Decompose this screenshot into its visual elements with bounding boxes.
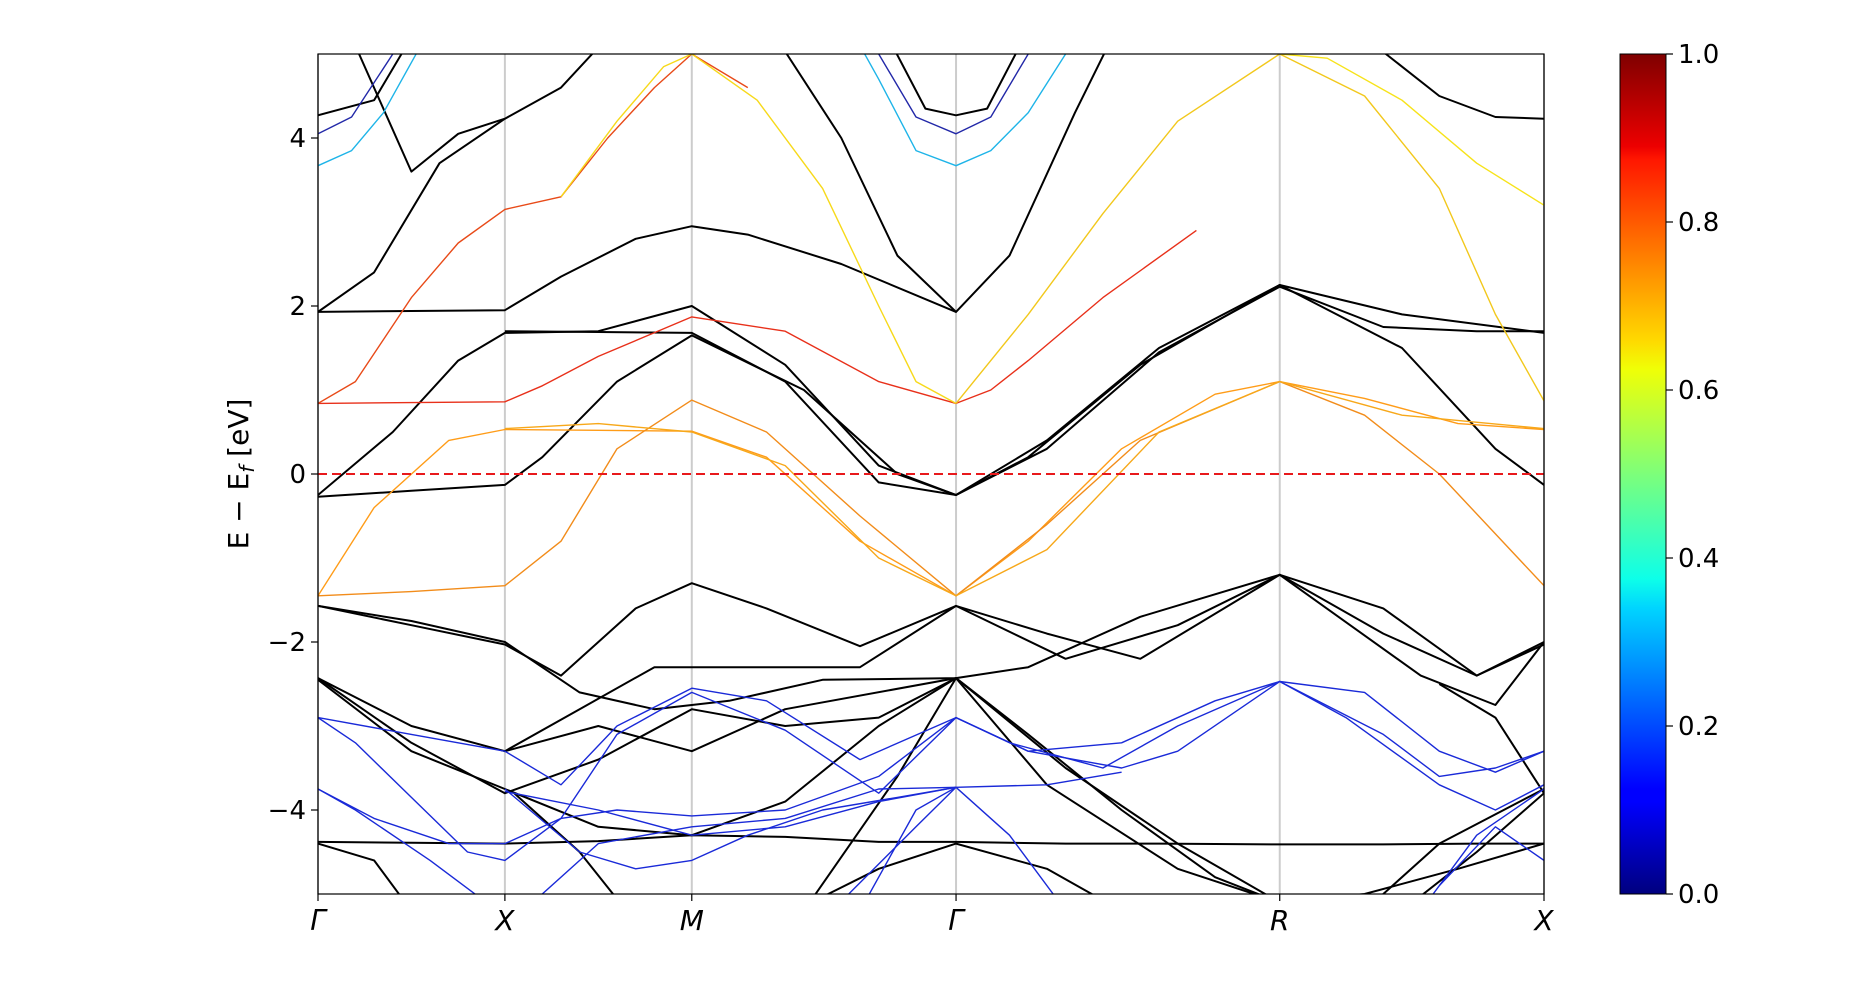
band-line <box>318 54 749 405</box>
band-line <box>318 680 1544 845</box>
band-line <box>1438 826 1544 887</box>
band-line <box>541 786 957 894</box>
band-line <box>504 380 1544 597</box>
y-tick-label: −2 <box>268 628 306 658</box>
x-tick-label: Γ <box>310 904 328 937</box>
band-line <box>318 573 1544 753</box>
band-line <box>318 788 477 894</box>
band-line <box>560 54 957 405</box>
band-line <box>318 573 1544 711</box>
colorbar-ticks: 0.0 0.2 0.4 0.6 0.8 1.0 <box>1666 40 1719 910</box>
band-line <box>318 680 1544 786</box>
band-line <box>826 842 1094 894</box>
band-line <box>955 54 1544 404</box>
band-line <box>878 54 1029 135</box>
band-line <box>318 54 403 117</box>
colorbar-tick-label: 0.0 <box>1678 880 1719 910</box>
y-axis-label: E − Ef [eV] <box>222 399 259 550</box>
x-tick-label: X <box>1532 904 1554 937</box>
colorbar-tick-label: 0.2 <box>1678 712 1719 742</box>
band-line <box>1421 683 1544 894</box>
band-line <box>318 54 417 167</box>
band-line <box>863 54 1067 167</box>
y-axis-ticks: 4 2 0 −2 −4 <box>268 124 318 826</box>
colorbar-tick-label: 0.6 <box>1678 376 1719 406</box>
x-tick-label: Γ <box>948 904 966 937</box>
band-line <box>318 225 957 313</box>
band-line <box>1354 842 1544 894</box>
colorbar-tick-label: 0.8 <box>1678 208 1719 238</box>
band-line <box>504 285 1544 496</box>
band-line <box>785 54 1106 313</box>
band-line <box>318 573 1544 677</box>
band-line <box>1381 788 1544 894</box>
band-line <box>357 54 594 173</box>
band-line <box>847 786 1055 894</box>
band-line <box>1279 54 1544 206</box>
y-tick-label: 0 <box>289 460 306 490</box>
x-tick-label: M <box>680 904 704 937</box>
band-line <box>318 380 1544 597</box>
band-line <box>814 677 1261 894</box>
y-tick-label: 2 <box>289 292 306 322</box>
band-line <box>318 834 1544 846</box>
band-line <box>1384 54 1544 120</box>
band-line <box>504 677 957 753</box>
band-line <box>318 677 1258 894</box>
band-line <box>868 786 957 894</box>
band-line <box>318 229 1197 405</box>
band-line <box>504 771 1122 836</box>
colorbar <box>1619 53 1667 895</box>
band-line <box>318 284 1544 498</box>
band-lines <box>318 54 1544 894</box>
band-line <box>504 786 957 870</box>
band-line <box>318 680 1544 862</box>
band-line <box>318 380 1544 597</box>
y-tick-label: −4 <box>268 796 306 826</box>
band-line <box>318 842 401 894</box>
colorbar-tick-label: 1.0 <box>1678 40 1719 70</box>
band-line <box>318 54 394 135</box>
x-tick-label: R <box>1270 904 1289 937</box>
y-tick-label: 4 <box>289 124 306 154</box>
band-line <box>318 117 506 313</box>
band-line <box>895 54 1017 117</box>
x-tick-label: X <box>493 904 515 937</box>
colorbar-tick-label: 0.4 <box>1678 544 1719 574</box>
